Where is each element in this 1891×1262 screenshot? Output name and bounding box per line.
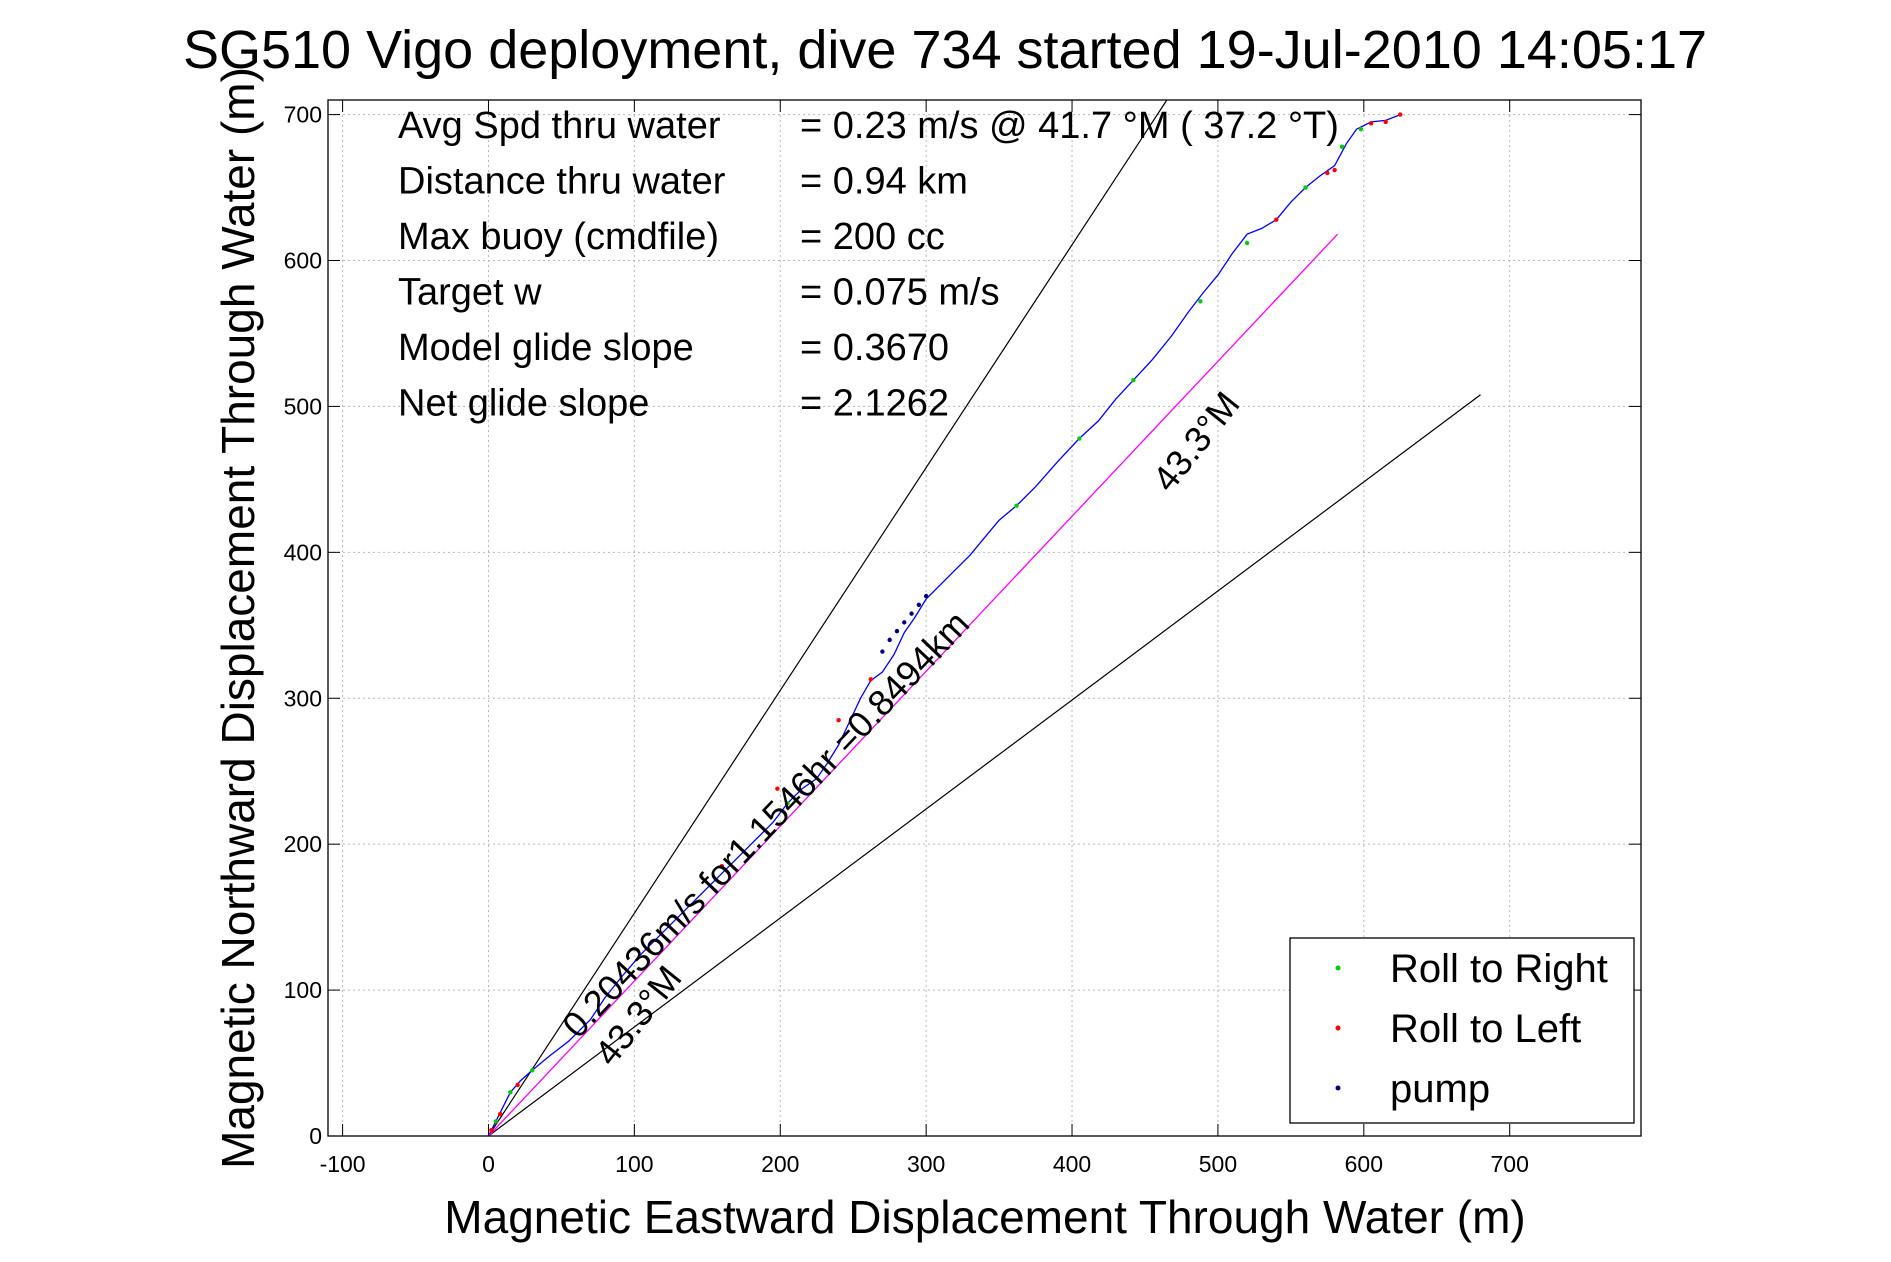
stat-label: Target w [398, 272, 542, 314]
legend-label: pump [1390, 1067, 1490, 1111]
stat-value: = 0.3670 [800, 327, 949, 369]
stat-label: Distance thru water [398, 161, 726, 203]
y-tick-label: 500 [284, 393, 322, 419]
axis-tick-labels: -100 0 100 200 300 400 500 600 70001002003004005… [284, 102, 1529, 1177]
plot-area-frame [327, 99, 1642, 1137]
legend-box [1289, 937, 1635, 1124]
legend-label: Roll to Right [1390, 947, 1608, 991]
roll-to-right-point [530, 1068, 535, 1073]
course-annotation-upper: 43.3°M [1144, 384, 1247, 499]
roll-to-left-point [515, 1082, 520, 1088]
stat-value: = 0.23 m/s @ 41.7 °M ( 37.2 °T) [800, 105, 1339, 147]
legend-marker [1335, 1085, 1341, 1091]
roll-to-right-point [1131, 377, 1136, 383]
legend: Roll to Right Roll to Left pump [1289, 937, 1635, 1124]
roll-to-right-point [1077, 436, 1082, 441]
y-tick-label: 700 [284, 102, 322, 128]
pump-point [902, 620, 907, 625]
y-tick-label: 300 [284, 685, 322, 711]
roll-to-right-point [508, 1090, 513, 1095]
roll-to-left-point [1368, 121, 1374, 126]
stats-block: Avg Spd thru water = 0.23 m/s @ 41.7 °M (… [398, 105, 1339, 425]
pump-point [880, 649, 885, 654]
roll-to-left-point [489, 1127, 494, 1133]
y-tick-label: 0 [309, 1123, 322, 1149]
legend-marker [1335, 965, 1341, 971]
legend-label: Roll to Left [1390, 1007, 1581, 1051]
x-axis-label: Magnetic Eastward Displacement Through W… [444, 1191, 1525, 1243]
stat-value: = 0.075 m/s [800, 272, 1000, 314]
roll-to-left-point [1383, 119, 1388, 125]
x-tick-label: -100 [320, 1151, 366, 1177]
y-tick-label: 200 [284, 831, 322, 857]
roll-to-left-point [1398, 112, 1403, 117]
course-reference-line [487, 99, 1168, 1137]
roll-to-right-point [1014, 503, 1019, 508]
stat-label: Max buoy (cmdfile) [398, 216, 719, 258]
roll-to-right-point [1339, 144, 1345, 149]
net-displacement-line [488, 233, 1339, 1137]
roll-to-right-point [493, 1119, 498, 1124]
pump-point [894, 628, 900, 634]
axis-ticks [328, 100, 1641, 1137]
roll-to-left-point [775, 786, 780, 791]
stat-value: = 2.1262 [800, 383, 949, 425]
roll-to-left-point [868, 677, 873, 682]
y-tick-label: 100 [284, 977, 322, 1003]
roll-to-left-point [497, 1111, 503, 1117]
y-axis-label: Magnetic Northward Displacement Through … [212, 67, 264, 1169]
x-tick-label: 700 [1491, 1151, 1529, 1177]
roll-to-right-point [785, 801, 790, 806]
stat-label: Model glide slope [398, 327, 694, 369]
x-tick-label: 200 [761, 1151, 799, 1177]
roll-to-left-point [1332, 167, 1337, 173]
x-tick-label: 600 [1345, 1151, 1383, 1177]
x-tick-label: 500 [1199, 1151, 1237, 1177]
pump-point [909, 611, 914, 616]
x-tick-label: 100 [615, 1151, 653, 1177]
pump-point [923, 593, 929, 599]
series-points [489, 112, 1403, 1133]
track-line [487, 113, 1401, 1137]
roll-to-right-point [1198, 299, 1203, 304]
roll-to-left-point [1325, 170, 1330, 176]
y-tick-label: 400 [284, 539, 322, 565]
stat-value: = 200 cc [800, 216, 945, 258]
net-track-annotation: 0.20436m/s for1.1546hr =0.8494km [554, 603, 977, 1046]
stat-label: Net glide slope [398, 383, 649, 425]
x-tick-label: 0 [482, 1151, 495, 1177]
x-tick-label: 300 [907, 1151, 945, 1177]
roll-to-right-point [1244, 240, 1250, 246]
roll-to-left-point [1274, 217, 1279, 222]
roll-to-right-point [1303, 185, 1308, 190]
pump-point [916, 602, 922, 608]
pump-point [887, 637, 892, 643]
course-reference-line [488, 394, 1481, 1137]
roll-to-left-point [719, 863, 725, 869]
x-tick-label: 400 [1053, 1151, 1091, 1177]
legend-marker [1335, 1025, 1341, 1031]
chart-title: SG510 Vigo deployment, dive 734 started … [183, 20, 1707, 80]
stat-value: = 0.94 km [800, 161, 968, 203]
series-lines [487, 113, 1401, 1137]
roll-to-left-point [836, 717, 841, 723]
reference-lines [487, 99, 1481, 1137]
roll-to-right-point [1358, 126, 1364, 132]
stat-label: Avg Spd thru water [398, 105, 721, 147]
y-tick-label: 600 [284, 248, 322, 274]
